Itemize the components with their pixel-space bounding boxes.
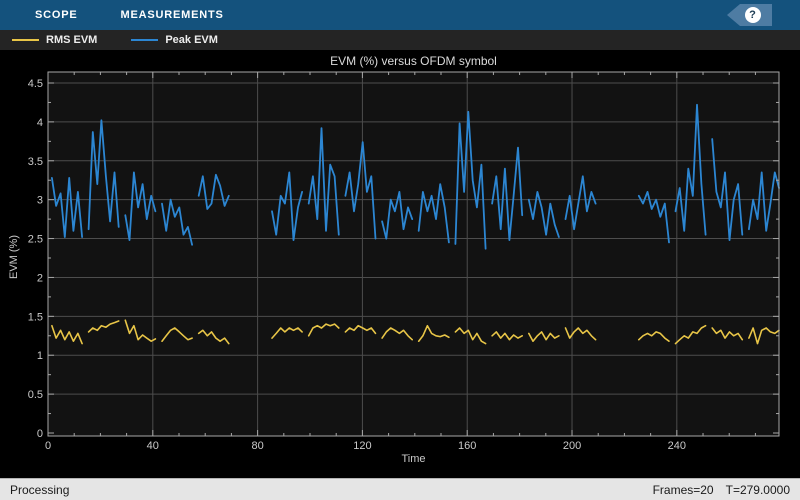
legend-bar: RMS EVM Peak EVM [0, 30, 800, 51]
help-icon: ? [744, 7, 761, 23]
svg-text:3: 3 [37, 195, 43, 207]
y-tick-labels: 0 0.5 1 1.5 2 2.5 3 3.5 4 4.5 [28, 78, 43, 440]
toolbar: SCOPE MEASUREMENTS ? [0, 0, 800, 30]
legend-item-peak-evm[interactable]: Peak EVM [131, 34, 218, 46]
svg-text:1.5: 1.5 [28, 311, 43, 323]
frames-counter: Frames=20 [652, 482, 714, 497]
time-counter: T=279.0000 [725, 482, 790, 497]
svg-text:80: 80 [251, 440, 263, 452]
svg-text:160: 160 [458, 440, 476, 452]
x-tick-labels: 0 40 80 120 160 200 240 [45, 440, 686, 452]
rms-evm-line-swatch [12, 39, 39, 41]
svg-text:0.5: 0.5 [28, 389, 43, 401]
svg-text:2.5: 2.5 [28, 234, 43, 246]
series-line-rms-evm [51, 319, 780, 345]
status-message: Processing [10, 482, 70, 497]
y-axis-label: EVM (%) [8, 235, 20, 279]
legend-item-rms-evm[interactable]: RMS EVM [12, 34, 97, 46]
peak-evm-line-swatch [131, 39, 159, 41]
svg-text:3.5: 3.5 [28, 156, 43, 168]
svg-text:0: 0 [37, 428, 43, 440]
plot-canvas[interactable]: 0 40 80 120 160 200 240 0 0.5 1 1.5 2 2.5 3 3.5 4 4.5 [0, 51, 800, 478]
status-bar: Processing Frames=20 T=279.0000 [0, 478, 800, 500]
x-axis-label: Time [401, 453, 426, 465]
svg-text:240: 240 [668, 440, 686, 452]
svg-text:200: 200 [563, 440, 581, 452]
svg-text:120: 120 [353, 440, 371, 452]
axes-box [47, 71, 780, 437]
help-button[interactable]: ? [727, 4, 772, 26]
svg-text:1: 1 [37, 350, 43, 362]
tab-measurements[interactable]: MEASUREMENTS [120, 9, 224, 21]
legend-label: Peak EVM [165, 34, 218, 46]
axes-background [48, 72, 779, 436]
svg-text:2: 2 [37, 272, 43, 284]
plot-region: EVM (%) versus OFDM symbol EVM (%) 0 40 80… [0, 51, 800, 478]
svg-text:4.5: 4.5 [28, 78, 43, 90]
svg-text:4: 4 [37, 117, 43, 129]
chart-title: EVM (%) versus OFDM symbol [330, 54, 497, 68]
legend-label: RMS EVM [46, 34, 98, 46]
series-line-peak-evm [51, 103, 780, 250]
svg-text:0: 0 [45, 440, 51, 452]
tab-scope[interactable]: SCOPE [35, 9, 78, 21]
svg-text:40: 40 [147, 440, 159, 452]
